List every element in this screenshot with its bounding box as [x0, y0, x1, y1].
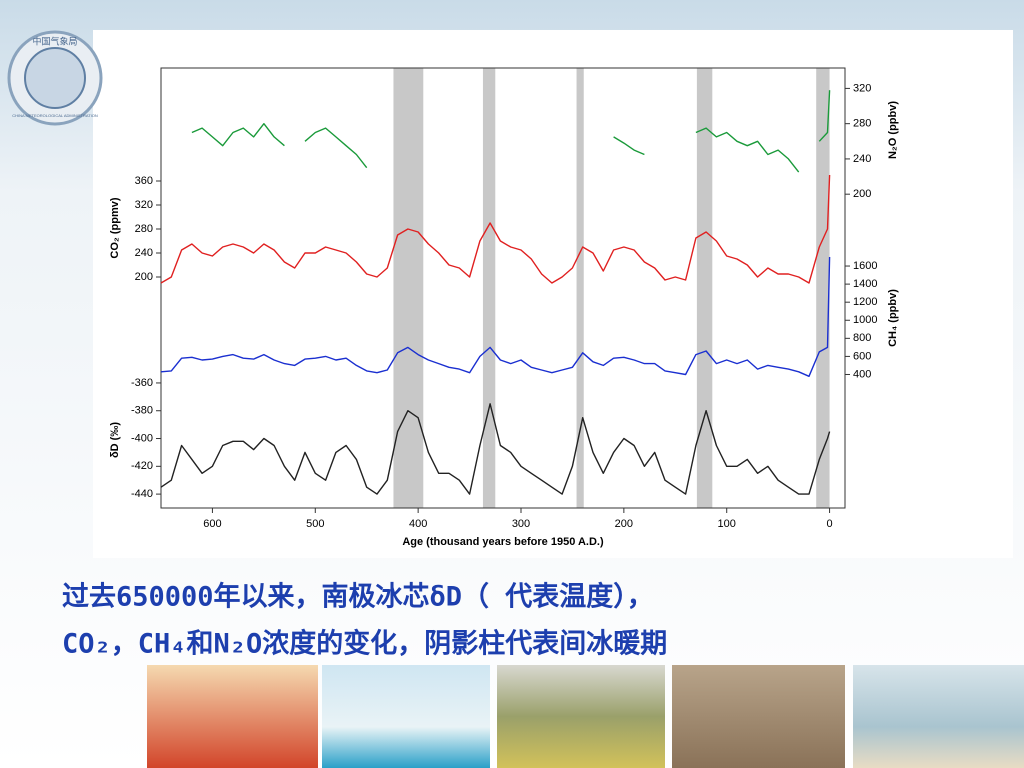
y-tick-label: 1600 [853, 260, 877, 272]
y-tick-label: 400 [853, 368, 871, 380]
y-tick-label: 240 [853, 153, 871, 165]
data-line [160, 403, 831, 495]
photo-strip [147, 665, 1024, 768]
x-tick-label: 200 [615, 518, 633, 530]
logo: 中国气象局 CHINA METEOROLOGICAL ADMINISTRATIO… [7, 30, 103, 126]
y-tick-label: -400 [131, 432, 153, 444]
y-tick-label: 280 [853, 118, 871, 130]
logo-center [24, 47, 86, 109]
shaded-period [816, 68, 830, 508]
y-tick-label: 1200 [853, 296, 877, 308]
y-axis-label: CH₄ (ppbv) [887, 289, 899, 347]
y-axis-label: N₂O (ppbv) [887, 101, 899, 159]
y-tick-label: 320 [853, 82, 871, 94]
photo [147, 665, 318, 768]
y-tick-label: 800 [853, 332, 871, 344]
y-tick-label: -380 [131, 405, 153, 417]
y-tick-label: 1400 [853, 278, 877, 290]
y-tick-label: -360 [131, 377, 153, 389]
shaded-period [482, 68, 496, 508]
shaded-period [576, 68, 584, 508]
data-line [191, 90, 831, 173]
y-tick-label: 600 [853, 350, 871, 362]
photo [853, 665, 1024, 768]
x-tick-label: 0 [827, 518, 833, 530]
x-axis-label: Age (thousand years before 1950 A.D.) [402, 536, 604, 548]
y-tick-label: 200 [853, 188, 871, 200]
logo-text: CHINA METEOROLOGICAL ADMINISTRATION [12, 113, 98, 118]
photo [497, 665, 665, 768]
x-tick-label: 300 [512, 518, 530, 530]
caption-line: 过去650000年以来，南极冰芯δD（ 代表温度）， [62, 581, 654, 613]
x-tick-label: 600 [203, 518, 221, 530]
photo [672, 665, 845, 768]
shaded-period [393, 68, 424, 508]
plot-frame [160, 67, 846, 509]
x-tick-label: 100 [718, 518, 736, 530]
y-axis-label: CO₂ (ppmv) [109, 197, 121, 258]
y-tick-label: 240 [135, 247, 153, 259]
y-tick-label: -420 [131, 460, 153, 472]
chart-panel [93, 30, 1013, 558]
shaded-period [696, 68, 713, 508]
y-tick-label: -440 [131, 488, 153, 500]
photo [322, 665, 490, 768]
y-tick-label: 1000 [853, 314, 877, 326]
y-tick-label: 320 [135, 199, 153, 211]
y-tick-label: 280 [135, 223, 153, 235]
logo-text: 中国气象局 [32, 35, 77, 46]
y-tick-label: 360 [135, 175, 153, 187]
y-axis-label: δD (‰) [109, 422, 121, 458]
caption-line: CO₂，CH₄和N₂O浓度的变化，阴影柱代表间冰暖期 [62, 628, 667, 660]
x-tick-label: 500 [306, 518, 324, 530]
data-line [160, 174, 831, 284]
x-tick-label: 400 [409, 518, 427, 530]
y-tick-label: 200 [135, 271, 153, 283]
data-line [160, 256, 831, 377]
